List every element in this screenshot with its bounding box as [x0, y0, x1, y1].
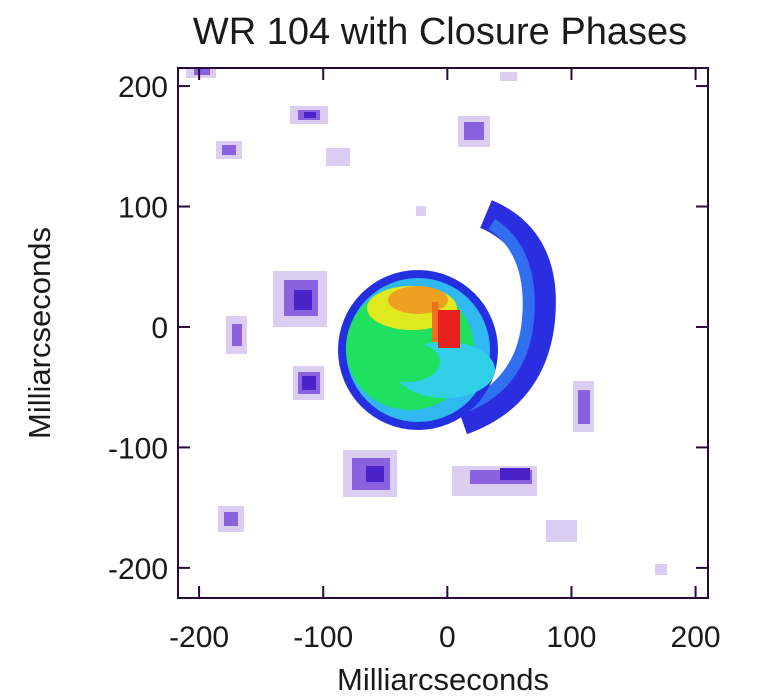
y-tick-label: 0 — [151, 312, 168, 345]
y-tick-label: -100 — [108, 432, 168, 465]
plot-frame — [177, 67, 709, 599]
y-tick-label: 100 — [118, 192, 168, 225]
chart-title: WR 104 with Closure Phases — [193, 11, 687, 53]
image — [186, 68, 667, 575]
x-tick-label: -100 — [293, 621, 353, 654]
x-tick-label: 0 — [439, 621, 456, 654]
y-tick-label: -200 — [108, 553, 168, 586]
x-tick-label: -200 — [169, 621, 229, 654]
x-axis-label: Milliarcseconds — [337, 662, 549, 697]
x-tick-label: 100 — [546, 621, 596, 654]
y-axis-label: Milliarcseconds — [22, 227, 57, 439]
x-tick-label: 200 — [671, 621, 721, 654]
y-tick-label: 200 — [118, 71, 168, 104]
